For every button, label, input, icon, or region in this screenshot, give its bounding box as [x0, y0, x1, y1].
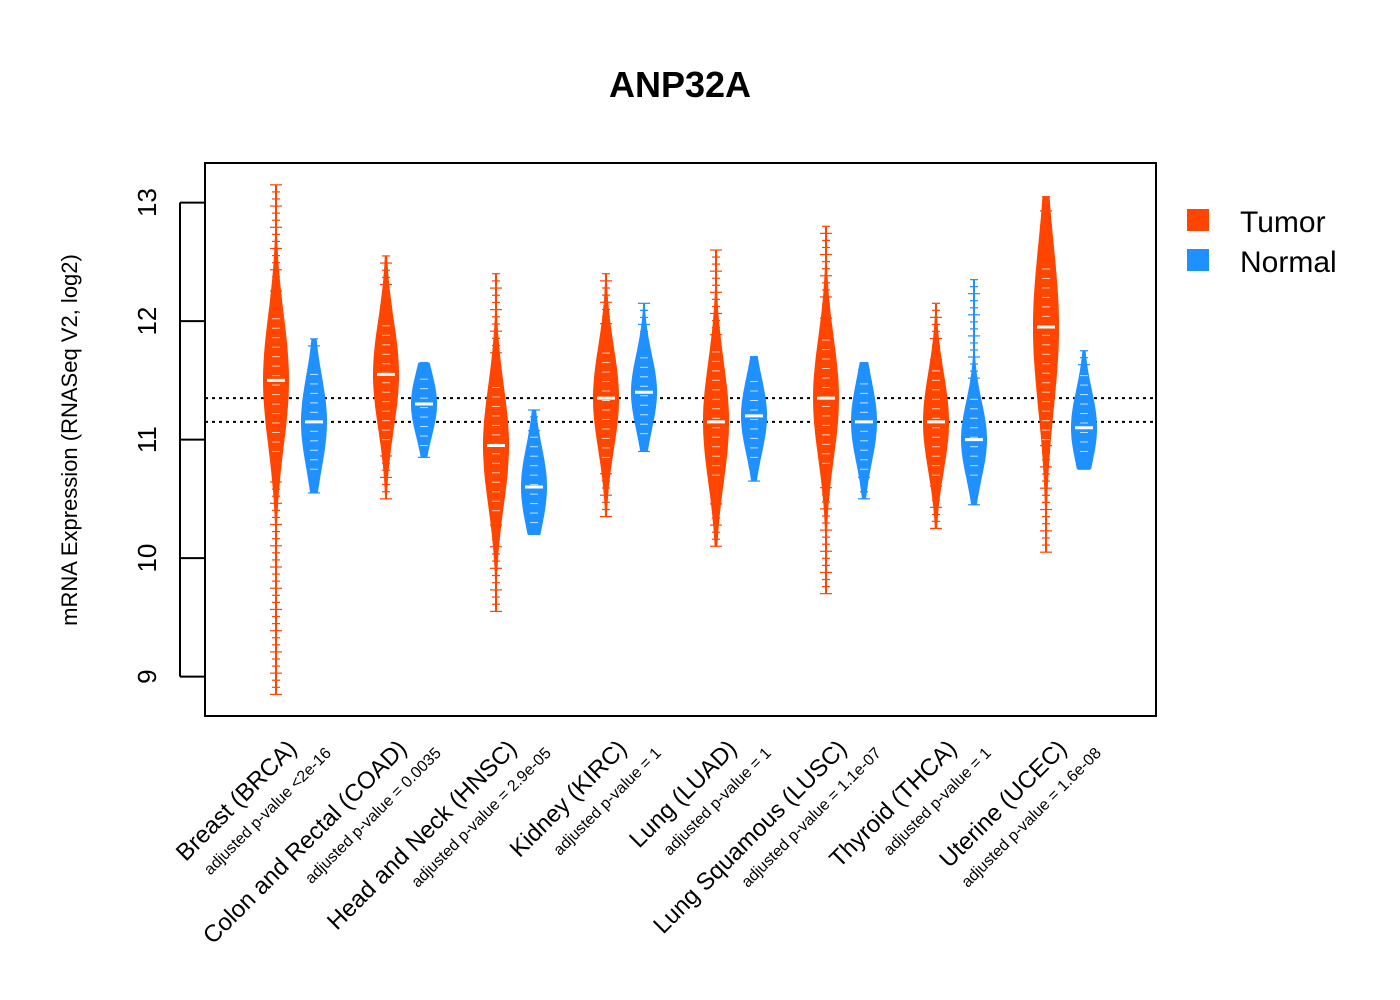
normal-violin [521, 409, 547, 536]
normal-violin [411, 361, 437, 458]
reference-lines [205, 397, 1156, 423]
normal-violin-body [411, 362, 437, 458]
legend-label-tumor: Tumor [1240, 206, 1326, 239]
tumor-violin-body [703, 250, 729, 547]
tumor-violin [1033, 196, 1059, 553]
legend: Tumor Normal [1187, 206, 1337, 279]
y-tick-label: 11 [132, 426, 162, 453]
y-tick-label: 13 [132, 188, 162, 217]
legend-label-normal: Normal [1240, 246, 1337, 279]
y-axis-label: mRNA Expression (RNASeq V2, log2) [57, 254, 82, 626]
legend-swatch-tumor [1187, 209, 1209, 231]
legend-swatch-normal [1187, 249, 1209, 271]
tumor-violin-body [1033, 196, 1059, 553]
normal-violin [851, 361, 877, 500]
tumor-violin [593, 273, 619, 518]
violins [263, 184, 1097, 695]
tumor-violin-body [373, 255, 399, 499]
y-axis: 9 10 11 12 13 [132, 188, 205, 684]
normal-violin-body [631, 303, 657, 452]
plot-frame [204, 162, 1157, 717]
normal-violin [961, 279, 987, 506]
normal-violin-body [741, 356, 767, 482]
tumor-violin [923, 302, 949, 530]
tumor-violin-body [263, 184, 289, 695]
normal-violin [741, 356, 767, 482]
tumor-violin [703, 249, 729, 547]
normal-violin-body [301, 338, 327, 493]
normal-violin [1071, 350, 1097, 470]
tumor-violin-body [593, 273, 619, 517]
tumor-violin-body [483, 273, 509, 612]
y-tick-label: 9 [132, 669, 162, 683]
tumor-violin [813, 225, 839, 595]
normal-violin [301, 338, 327, 494]
tumor-violin-body [923, 303, 949, 529]
normal-violin-body [1071, 350, 1097, 470]
tumor-violin [373, 255, 399, 500]
normal-violin-body [521, 410, 547, 535]
normal-violin-body [961, 279, 987, 505]
normal-violin [631, 302, 657, 453]
y-tick-label: 10 [132, 544, 162, 573]
normal-violin-body [851, 362, 877, 499]
tumor-violin [263, 184, 289, 695]
y-tick-label: 12 [132, 307, 162, 336]
x-axis-labels: Breast (BRCA)adjusted p-value <2e-16Colo… [171, 735, 1105, 949]
tumor-violin-body [813, 226, 839, 594]
chart-title: ANP32A [609, 64, 751, 105]
tumor-violin [483, 273, 509, 613]
